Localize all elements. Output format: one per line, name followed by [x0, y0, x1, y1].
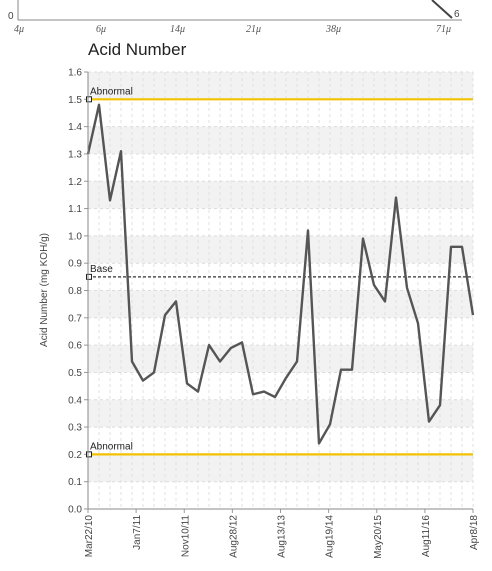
top-strip-curve: [432, 0, 452, 18]
reference-marker: [87, 452, 92, 457]
chart-title: Acid Number: [88, 40, 187, 59]
y-tick-label: 0.9: [68, 259, 82, 270]
y-tick-label: 1.6: [68, 68, 82, 79]
x-tick-label: Mar22/10: [84, 515, 95, 558]
x-tick-label: Apr8/18: [469, 515, 480, 550]
top-strip-x-tick: 6μ: [96, 24, 106, 35]
x-tick-label: Aug11/16: [421, 515, 432, 558]
y-tick-label: 1.4: [68, 122, 82, 133]
y-tick-label: 1.1: [68, 204, 82, 215]
top-strip-x-tick: 4μ: [14, 24, 24, 35]
background-band: [88, 345, 473, 372]
x-tick-label: Aug28/12: [228, 515, 239, 558]
reference-label: Abnormal: [90, 441, 133, 452]
y-tick-label: 0.8: [68, 286, 82, 297]
reference-label: Abnormal: [90, 86, 133, 97]
top-strip: 0 6 4μ 6μ 14μ 21μ 38μ 71μ: [8, 0, 462, 35]
y-tick-label: 0.1: [68, 477, 82, 488]
background-band: [88, 400, 473, 427]
top-strip-y-tick: 0: [8, 11, 14, 22]
reference-marker: [87, 274, 92, 279]
background-band: [88, 127, 473, 154]
top-strip-x-ticks: 4μ 6μ 14μ 21μ 38μ 71μ: [14, 24, 451, 35]
top-strip-x-tick: 21μ: [246, 24, 261, 35]
y-tick-label: 0.7: [68, 313, 82, 324]
x-tick-label: May20/15: [373, 515, 384, 559]
background-band: [88, 181, 473, 208]
x-tick-label: Nov10/11: [180, 515, 191, 558]
reference-label: Base: [90, 264, 113, 275]
background-band: [88, 236, 473, 263]
y-tick-label: 1.5: [68, 95, 82, 106]
y-tick-labels: 0.0 0.1 0.2 0.3 0.4 0.5 0.6 0.7 0.8 0.9 1.0 1.1 1.2 1…: [68, 68, 82, 516]
series-line: [88, 105, 473, 444]
y-axis-label: Acid Number (mg KOH/g): [39, 233, 50, 347]
reference-marker: [87, 97, 92, 102]
y-tick-label: 0.2: [68, 450, 82, 461]
top-strip-corner-value: 6: [454, 9, 460, 20]
y-tick-label: 1.0: [68, 231, 82, 242]
background-band: [88, 454, 473, 481]
background-band: [88, 72, 473, 99]
top-strip-x-tick: 71μ: [436, 24, 451, 35]
y-tick-label: 0.6: [68, 341, 82, 352]
x-tick-label: Aug19/14: [325, 515, 336, 558]
y-tick-label: 0.0: [68, 505, 82, 516]
y-tick-label: 0.4: [68, 395, 82, 406]
y-tick-label: 0.5: [68, 368, 82, 379]
top-strip-x-tick: 14μ: [170, 24, 185, 35]
x-tick-label: Aug13/13: [277, 515, 288, 558]
y-tick-label: 0.3: [68, 423, 82, 434]
x-tick-labels: Mar22/10 Jan7/11 Nov10/11 Aug28/12 Aug13/13 A…: [84, 509, 480, 559]
y-tick-label: 1.2: [68, 177, 82, 188]
x-tick-label: Jan7/11: [132, 515, 143, 550]
y-tick-label: 1.3: [68, 149, 82, 160]
top-strip-x-tick: 38μ: [325, 24, 341, 35]
